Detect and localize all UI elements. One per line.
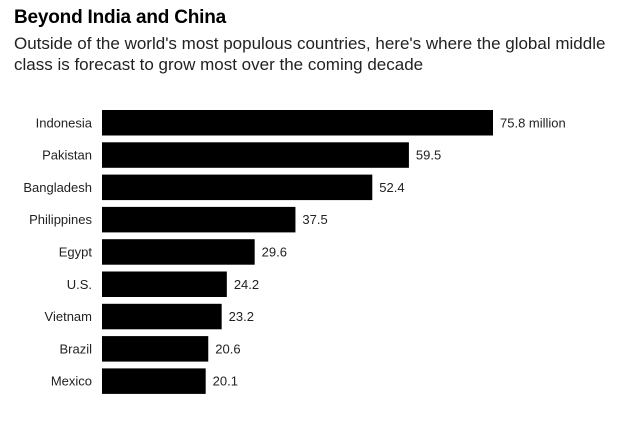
value-label: 20.6 xyxy=(215,341,240,356)
value-label: 59.5 xyxy=(416,148,441,163)
value-label: 23.2 xyxy=(229,309,254,324)
value-label: 29.6 xyxy=(262,244,287,259)
bar xyxy=(102,110,493,136)
bar xyxy=(102,303,222,330)
value-label: 52.4 xyxy=(379,180,404,195)
category-label: Mexico xyxy=(51,374,92,389)
value-label: 20.1 xyxy=(213,374,238,389)
category-label: Egypt xyxy=(59,244,93,259)
category-label: Philippines xyxy=(29,212,92,227)
category-label: Pakistan xyxy=(42,148,92,163)
category-label: Brazil xyxy=(59,341,92,356)
chart-subtitle: Outside of the world's most populous cou… xyxy=(14,34,606,74)
value-label: 75.8 million xyxy=(500,115,566,130)
bar xyxy=(102,368,206,394)
bar xyxy=(102,271,227,297)
category-label: U.S. xyxy=(67,277,92,292)
category-label: Bangladesh xyxy=(23,180,92,195)
bar xyxy=(102,239,255,265)
bar xyxy=(102,174,373,201)
bar xyxy=(102,142,409,168)
bar xyxy=(102,336,209,362)
value-label: 24.2 xyxy=(234,277,259,292)
bar xyxy=(102,206,296,233)
category-label: Vietnam xyxy=(45,309,92,324)
value-label: 37.5 xyxy=(302,212,327,227)
category-label: Indonesia xyxy=(36,115,93,130)
chart-title: Beyond India and China xyxy=(14,7,227,28)
